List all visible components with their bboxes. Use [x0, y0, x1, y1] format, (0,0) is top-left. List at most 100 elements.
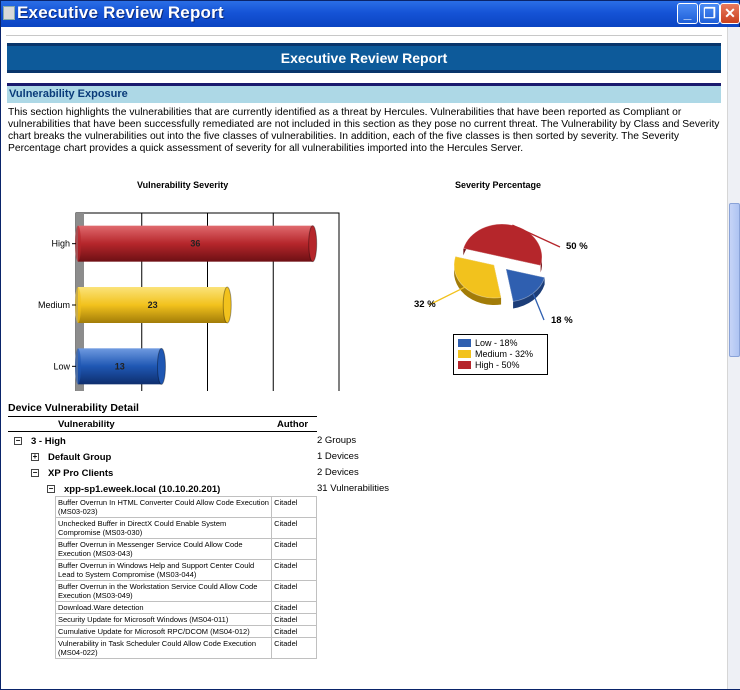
close-button[interactable]: ✕: [720, 3, 740, 24]
bar-cap-high: [308, 225, 318, 263]
table-row[interactable]: Security Update for Microsoft Windows (M…: [54, 613, 317, 626]
bar-high: [78, 225, 313, 262]
vulnerability-author: Citadel: [271, 580, 317, 602]
window-title: Executive Review Report: [17, 3, 224, 22]
pie-leader-line: [428, 286, 465, 306]
vulnerability-name: Buffer Overrun in Messenger Service Coul…: [54, 538, 273, 560]
legend-label-low: Low - 18%: [475, 338, 518, 348]
bar-category-label: Medium: [38, 300, 70, 310]
vulnerability-table: Buffer Overrun In HTML Converter Could A…: [54, 496, 317, 659]
tree-node-device[interactable]: xpp-sp1.eweek.local (10.10.20.201): [64, 484, 221, 495]
tree-count-default-group: 1 Devices: [317, 451, 359, 462]
pie-legend: Low - 18% Medium - 32% High - 50%: [453, 334, 548, 375]
collapse-icon-high[interactable]: −: [14, 436, 22, 445]
close-icon: ✕: [724, 5, 736, 21]
pie-chart-title: Severity Percentage: [455, 180, 542, 190]
table-row[interactable]: Buffer Overrun in the Workstation Servic…: [54, 580, 317, 602]
vulnerability-name: Vulnerability in Task Scheduler Could Al…: [54, 637, 273, 659]
pie-leader-line: [532, 293, 545, 321]
pie-slice-low: [505, 268, 546, 302]
intro-paragraph: This section highlights the vulnerabilit…: [8, 107, 720, 154]
minimize-button[interactable]: _: [677, 3, 698, 24]
table-row[interactable]: Buffer Overrun in Messenger Service Coul…: [54, 538, 317, 560]
tree-count-xp-pro: 2 Devices: [317, 467, 359, 478]
scrollbar-thumb[interactable]: [729, 203, 740, 357]
legend-item-medium: Medium - 32%: [458, 349, 533, 360]
bar-medium: [78, 287, 228, 323]
legend-label-high: High - 50%: [475, 360, 520, 370]
legend-swatch-high: [458, 361, 471, 369]
maximize-button[interactable]: ❐: [699, 3, 720, 24]
header-divider: [8, 431, 317, 432]
bar-low: [78, 348, 162, 385]
vulnerability-name: Buffer Overrun In HTML Converter Could A…: [54, 496, 273, 518]
table-row[interactable]: Download.Ware detection Citadel: [54, 601, 317, 614]
vulnerability-author: Citadel: [271, 559, 317, 581]
title-bar[interactable]: Executive Review Report _ ❐ ✕: [1, 1, 740, 27]
vulnerability-author: Citadel: [271, 625, 317, 638]
bar-cap-medium: [222, 286, 232, 324]
minimize-icon: _: [683, 5, 692, 21]
vertical-scrollbar[interactable]: [727, 27, 740, 689]
tree-node-default-group[interactable]: Default Group: [48, 452, 112, 463]
legend-item-low: Low - 18%: [458, 338, 518, 349]
table-row[interactable]: Vulnerability in Task Scheduler Could Al…: [54, 637, 317, 659]
bar-cap-low: [156, 347, 166, 385]
vulnerability-name: Download.Ware detection: [54, 601, 273, 614]
pie-slice-label: 18 %: [551, 315, 573, 323]
collapse-icon-device[interactable]: −: [47, 484, 55, 493]
tree-count-device: 31 Vulnerabilities: [317, 483, 389, 494]
bar-chart-title: Vulnerability Severity: [137, 180, 229, 190]
restore-icon: ❐: [703, 5, 716, 21]
bar-base-high: [75, 225, 81, 262]
pie-slice-medium: [453, 255, 502, 299]
legend-swatch-low: [458, 339, 471, 347]
vulnerability-name: Security Update for Microsoft Windows (M…: [54, 613, 273, 626]
report-banner: Executive Review Report: [7, 43, 721, 73]
app-icon[interactable]: [3, 6, 15, 20]
bar-base-low: [75, 348, 81, 385]
legend-item-high: High - 50%: [458, 360, 520, 371]
tree-node-high[interactable]: 3 - High: [31, 436, 66, 447]
vulnerability-author: Citadel: [271, 496, 317, 518]
collapse-icon-xp-pro[interactable]: −: [31, 468, 39, 477]
vulnerability-name: Buffer Overrun in Windows Help and Suppo…: [54, 559, 273, 581]
vulnerability-name: Buffer Overrun in the Workstation Servic…: [54, 580, 273, 602]
table-row[interactable]: Buffer Overrun In HTML Converter Could A…: [54, 496, 317, 518]
legend-swatch-medium: [458, 350, 471, 358]
vulnerability-author: Citadel: [271, 637, 317, 659]
column-header-vulnerability[interactable]: Vulnerability: [58, 419, 115, 430]
vulnerability-name: Cumulative Update for Microsoft RPC/DCOM…: [54, 625, 273, 638]
bar-value-label: 23: [148, 300, 158, 310]
table-row[interactable]: Unchecked Buffer in DirectX Could Enable…: [54, 517, 317, 539]
vulnerability-author: Citadel: [271, 613, 317, 626]
tree-node-xp-pro[interactable]: XP Pro Clients: [48, 468, 114, 479]
table-row[interactable]: Cumulative Update for Microsoft RPC/DCOM…: [54, 625, 317, 638]
pie-chart: 18 % 32 % 50 %: [414, 223, 588, 323]
vulnerability-name: Unchecked Buffer in DirectX Could Enable…: [54, 517, 273, 539]
bar-value-label: 36: [190, 239, 200, 249]
vulnerability-author: Citadel: [271, 538, 317, 560]
legend-label-medium: Medium - 32%: [475, 349, 534, 359]
bar-category-label: High: [51, 239, 70, 249]
bar-category-label: Low: [53, 361, 70, 371]
bar-base-medium: [75, 287, 81, 323]
pie-leader-line: [512, 224, 561, 248]
expand-icon-default-group[interactable]: +: [31, 452, 39, 461]
pie-slice-high: [462, 223, 543, 267]
report-content: Executive Review Report Vulnerability Ex…: [2, 27, 727, 689]
section-title: Vulnerability Exposure: [7, 83, 721, 103]
vulnerability-author: Citadel: [271, 517, 317, 539]
bar-value-label: 13: [115, 361, 125, 371]
table-row[interactable]: Buffer Overrun in Windows Help and Suppo…: [54, 559, 317, 581]
vulnerability-author: Citadel: [271, 601, 317, 614]
detail-title-divider: [8, 416, 317, 417]
tree-count-high: 2 Groups: [317, 435, 357, 446]
detail-title: Device Vulnerability Detail: [8, 402, 139, 414]
top-divider: [6, 35, 722, 36]
column-header-author[interactable]: Author: [277, 419, 309, 430]
pie-slice-label: 50 %: [566, 241, 588, 252]
pie-slice-label: 32 %: [414, 299, 436, 310]
